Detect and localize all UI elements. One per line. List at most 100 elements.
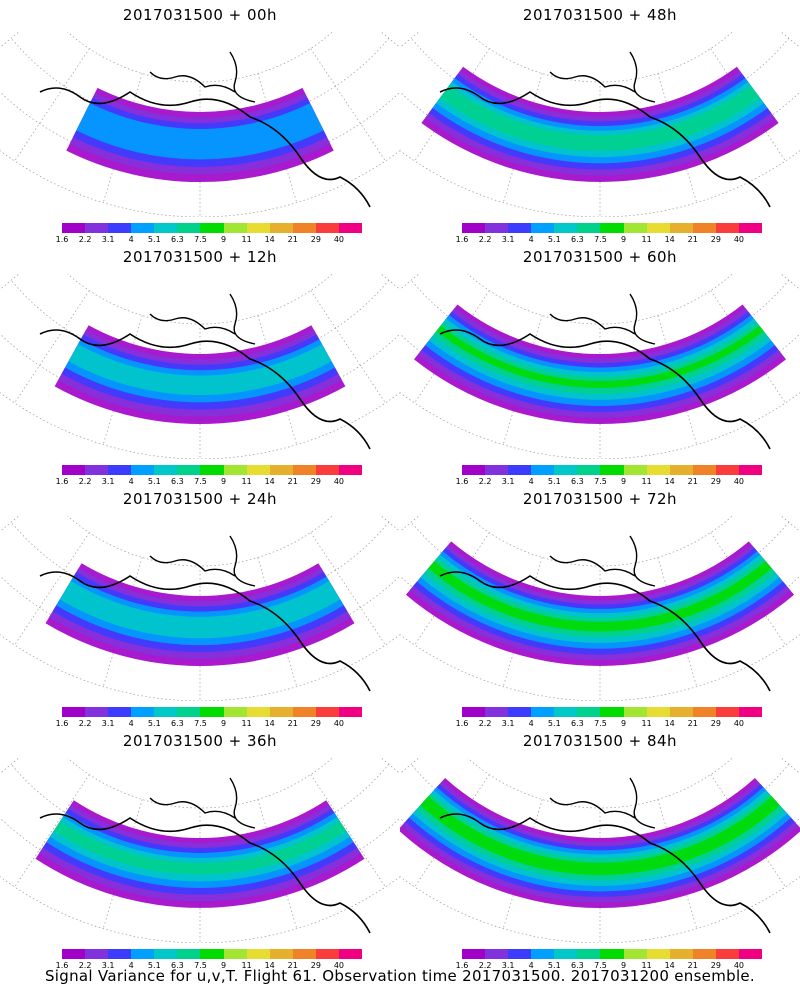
colorbar-tick-label: 9 <box>620 961 627 970</box>
colorbar-tick-label: 1.6 <box>55 719 69 728</box>
colorbar-swatch <box>554 949 578 959</box>
colorbar-tick-label: 11 <box>241 477 252 486</box>
variance-contour-band <box>53 821 347 875</box>
figure-caption: Signal Variance for u,v,T. Flight 61. Ob… <box>44 967 756 985</box>
colorbar-tick-label: 5.1 <box>147 961 161 970</box>
longitude-gridline <box>310 48 386 162</box>
colorbar-tick-label: 29 <box>310 961 321 970</box>
longitude-gridline <box>414 48 490 162</box>
latitude-gridline <box>0 150 400 217</box>
colorbar-swatch <box>692 465 716 475</box>
colorbar-swatch <box>131 223 155 233</box>
colorbar-tick-label: 5.1 <box>147 477 161 486</box>
colorbar-swatch <box>462 223 486 233</box>
latitude-gridline <box>467 758 733 809</box>
coastline <box>149 51 256 103</box>
colorbar-swatch <box>462 707 486 717</box>
colorbar-swatch <box>715 223 739 233</box>
colorbar-swatch <box>554 707 578 717</box>
longitude-gridline <box>257 557 298 687</box>
colorbar-tick-label: 6.3 <box>571 719 584 728</box>
longitude-gridline <box>380 758 400 774</box>
coastline <box>149 293 256 345</box>
colorbar-tick-label: 40 <box>333 961 345 970</box>
colorbar-tick-label: 7.5 <box>594 235 607 244</box>
longitude-gridline <box>414 290 490 404</box>
forecast-map <box>0 758 400 943</box>
longitude-gridline <box>414 774 490 888</box>
colorbar-swatch <box>246 465 270 475</box>
longitude-gridline <box>380 516 400 532</box>
colorbar-swatch <box>577 707 601 717</box>
variance-contour-band <box>59 581 341 639</box>
colorbar-swatch <box>738 465 763 475</box>
colorbar-swatch <box>623 707 647 717</box>
colorbar-tick-label: 4 <box>128 961 134 970</box>
colorbar-swatch <box>554 223 578 233</box>
coastline <box>439 329 771 450</box>
colorbar-tick-label: 29 <box>710 235 721 244</box>
colorbar-tick-label: 7.5 <box>194 235 207 244</box>
colorbar-swatch <box>315 223 339 233</box>
colorbar-swatch <box>485 949 509 959</box>
colorbar-tick-label: 2.2 <box>78 719 92 728</box>
longitude-gridline <box>710 774 786 888</box>
colorbar <box>462 707 763 717</box>
colorbar-tick-label: 7.5 <box>194 961 207 970</box>
colorbar-tick-label: 40 <box>333 235 345 244</box>
coastline <box>39 813 371 934</box>
colorbar-swatch <box>177 707 201 717</box>
longitude-gridline <box>657 315 698 445</box>
colorbar-tick-label: 4 <box>528 477 534 486</box>
longitude-gridline <box>0 274 20 290</box>
colorbar-tick-label: 5.1 <box>547 477 561 486</box>
colorbar-swatch <box>692 223 716 233</box>
colorbar-tick-label: 40 <box>733 235 745 244</box>
colorbar-swatch <box>131 465 155 475</box>
colorbar-tick-label: 3.1 <box>101 477 115 486</box>
longitude-gridline <box>380 274 400 290</box>
colorbar-swatch <box>108 949 132 959</box>
map-panel: 2017031500 + 24h 1.6 2.2 3.1 4 5.1 6.3 7.5 9 11 1… <box>0 484 400 731</box>
colorbar-swatch <box>646 223 670 233</box>
colorbar-swatch <box>577 465 601 475</box>
colorbar-tick-label: 4 <box>128 235 134 244</box>
map-panel: 2017031500 + 84h 1.6 2.2 3.1 4 5.1 6.3 7.5 9 11 1… <box>400 726 800 973</box>
colorbar-swatch <box>600 707 624 717</box>
colorbar-tick-label: 3.1 <box>101 719 115 728</box>
colorbar-swatch <box>715 707 739 717</box>
map-panel: 2017031500 + 00h 1.6 2.2 3.1 4 5.1 6.3 7.5 9 11 1… <box>0 0 400 247</box>
colorbar-swatch <box>131 949 155 959</box>
colorbar-swatch <box>85 707 109 717</box>
colorbar-tick-label: 6.3 <box>571 235 584 244</box>
colorbar-swatch <box>623 465 647 475</box>
colorbar-swatch <box>738 949 763 959</box>
variance-contour-band <box>420 796 780 876</box>
colorbar-tick-label: 4 <box>128 719 134 728</box>
longitude-gridline <box>710 48 786 162</box>
longitude-gridline <box>14 48 90 162</box>
colorbar-tick-label: 29 <box>310 719 321 728</box>
colorbar-swatch <box>462 949 486 959</box>
longitude-gridline <box>0 32 20 48</box>
colorbar-swatch <box>508 949 532 959</box>
colorbar-swatch <box>154 949 178 959</box>
colorbar-swatch <box>62 949 86 959</box>
colorbar-swatch <box>669 223 693 233</box>
longitude-gridline <box>400 32 420 48</box>
colorbar-tick-label: 21 <box>687 477 698 486</box>
colorbar-tick-label: 2.2 <box>478 719 492 728</box>
colorbar-tick-label: 1.6 <box>55 477 69 486</box>
colorbar-swatch <box>715 465 739 475</box>
colorbar-swatch <box>577 223 601 233</box>
colorbar <box>62 223 363 233</box>
colorbar-tick-label: 5.1 <box>147 719 161 728</box>
colorbar-swatch <box>200 949 224 959</box>
colorbar-swatch <box>315 707 339 717</box>
colorbar-swatch <box>715 949 739 959</box>
colorbar-swatch <box>292 707 316 717</box>
colorbar-labels: 1.6 2.2 3.1 4 5.1 6.3 7.5 9 11 14 21 29 40 <box>56 961 362 971</box>
colorbar-swatch <box>292 949 316 959</box>
colorbar-swatch <box>738 707 763 717</box>
longitude-gridline <box>502 73 543 203</box>
